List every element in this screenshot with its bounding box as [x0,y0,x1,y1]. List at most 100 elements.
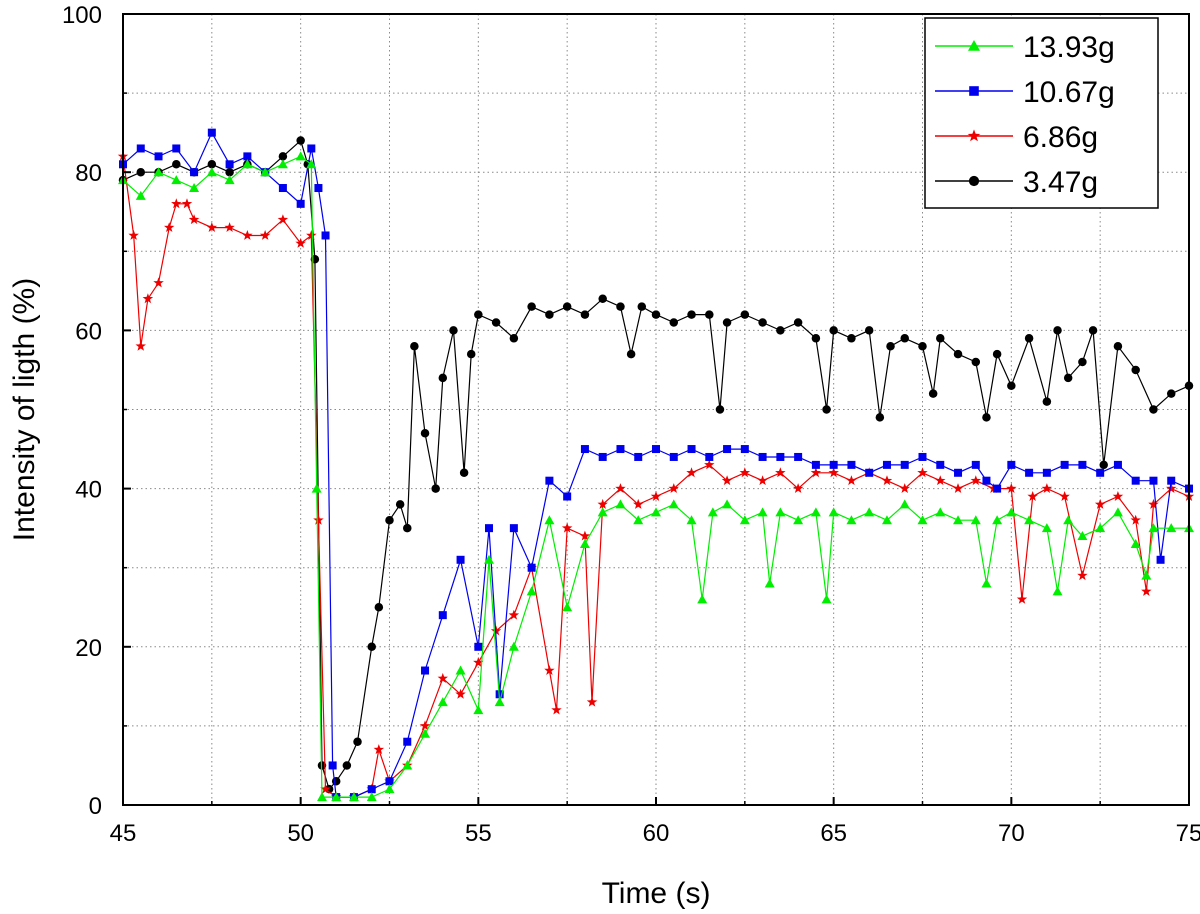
square-marker [900,460,909,469]
square-marker [1096,468,1105,477]
square-marker [527,563,536,572]
square-marker [580,445,589,454]
legend-box [924,17,1159,209]
star-marker [739,467,751,478]
square-marker [328,761,337,770]
circle-marker [793,318,803,327]
circle-marker [1042,397,1052,406]
square-marker [723,445,732,454]
triangle-marker [311,483,322,493]
star-marker [1148,498,1159,509]
triangle-marker [189,183,200,193]
triangle-marker [1148,523,1159,533]
star-marker [579,530,591,541]
triangle-marker [494,697,505,707]
star-marker [668,483,679,493]
triangle-marker [260,167,271,177]
star-marker [1027,491,1038,501]
triangle-marker [206,167,217,177]
star-marker [455,688,466,699]
x-axis-title: Time (s) [602,877,711,910]
square-marker [982,476,991,485]
star-marker [650,491,662,501]
circle-marker [466,349,476,359]
star-marker [277,214,289,225]
square-marker [652,445,660,454]
square-marker [314,184,323,193]
series-13-93g [118,151,1194,802]
triangle-marker [597,507,608,517]
circle-marker [438,373,448,383]
square-marker [509,524,518,533]
triangle-marker [135,190,146,200]
star-marker [810,467,822,478]
circle-marker [953,349,963,359]
triangle-marker [707,507,718,517]
star-marker [1141,585,1152,596]
square-marker [307,144,316,153]
x-tick-labels: 45 50 55 60 65 70 75 [110,820,1200,847]
square-marker [438,611,447,620]
triangle-marker [828,507,839,517]
circle-marker [875,413,885,422]
legend: 13.93g 10.67g 6.86g 3.47g [924,17,1159,209]
triangle-marker [1077,531,1088,541]
circle-marker [1113,341,1123,351]
star-marker [373,744,385,755]
square-marker [758,452,767,461]
star-marker [970,475,981,486]
square-marker [1113,460,1122,469]
legend-label: 10.67g [1023,76,1115,109]
circle-marker [342,761,352,770]
star-marker [164,222,175,232]
star-marker [206,222,218,232]
square-marker [687,445,696,454]
square-marker [154,152,163,161]
star-marker [952,483,964,493]
triangle-marker [810,507,821,517]
square-marker [1131,476,1140,485]
star-marker [967,129,981,142]
x-tick-label: 50 [287,820,314,847]
square-marker [969,86,979,96]
triangle-marker [1112,507,1123,517]
circle-marker [1024,334,1034,343]
square-marker [634,452,643,461]
star-marker [1016,593,1028,604]
legend-label: 13.93g [1023,31,1115,64]
triangle-marker [846,515,857,525]
star-marker [1077,570,1088,581]
square-marker [385,777,394,786]
circle-marker [715,405,725,414]
circle-marker [864,326,874,335]
triangle-marker [935,507,946,517]
star-marker [757,475,768,486]
triangle-marker [615,499,626,509]
circle-marker [1149,405,1158,414]
star-marker [586,696,598,707]
star-marker [508,609,520,620]
square-marker [811,460,820,469]
star-marker [153,277,164,288]
star-marker [633,498,644,509]
star-marker [128,230,139,240]
triangle-marker [793,515,804,525]
triangle-marker [331,792,342,802]
circle-marker [616,302,625,311]
circle-marker [637,302,647,311]
triangle-marker [544,515,555,525]
triangle-marker [1141,570,1152,580]
triangle-marker [1041,523,1052,533]
square-marker [367,785,376,794]
circle-marker [669,318,679,327]
star-marker [313,514,324,525]
circle-marker [580,310,590,319]
circle-marker [936,334,945,343]
star-marker [828,467,839,478]
circle-marker [172,160,181,169]
triangle-marker [992,515,1003,525]
x-tick-label: 45 [110,820,137,847]
circle-marker [545,310,554,319]
star-marker [1094,498,1106,509]
circle-marker [420,428,430,438]
